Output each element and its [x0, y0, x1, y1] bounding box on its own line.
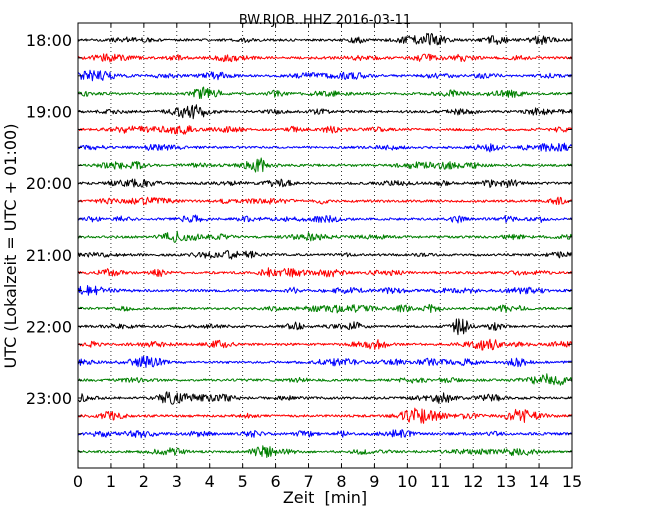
y-tick-label: 19:00: [26, 103, 72, 122]
seismic-trace: [77, 196, 572, 206]
seismic-trace: [77, 267, 573, 278]
x-tick-label: 15: [562, 472, 582, 491]
y-tick-label: 22:00: [26, 317, 72, 336]
x-tick-label: 4: [205, 472, 215, 491]
x-tick-label: 1: [106, 472, 116, 491]
x-tick-labels: 0 1 2 3 4 5 6 7 8 9 10 11 12 13 14 15: [73, 472, 582, 491]
seismic-trace: [77, 142, 573, 153]
x-tick-label: 7: [303, 472, 313, 491]
x-tick-label: 14: [529, 472, 549, 491]
y-axis-label: UTC (Lokalzeit = UTC + 01:00): [1, 124, 20, 369]
seismic-trace: [77, 445, 572, 458]
trace-group: [77, 32, 573, 458]
seismic-trace: [77, 338, 573, 351]
seismic-trace: [77, 303, 572, 314]
y-tick-label: 21:00: [26, 246, 72, 265]
x-tick-label: 12: [463, 472, 483, 491]
y-tick-labels: 18:00 19:00 20:00 21:00 22:00 23:00: [26, 31, 72, 408]
plot-frame: [77, 22, 573, 469]
x-tick-label: 11: [430, 472, 450, 491]
seismic-trace: [77, 373, 573, 386]
seismic-trace: [77, 230, 573, 243]
x-tick-label: 10: [397, 472, 417, 491]
seismic-trace: [77, 125, 573, 135]
seismic-trace: [77, 284, 572, 296]
seismic-trace: [77, 69, 573, 82]
x-tick-label: 6: [271, 472, 281, 491]
x-tick-label: 3: [172, 472, 182, 491]
seismic-trace: [77, 157, 573, 173]
x-tick-label: 13: [496, 472, 516, 491]
seismic-trace: [77, 318, 573, 336]
y-tick-label: 23:00: [26, 389, 72, 408]
x-tick-label: 0: [73, 472, 83, 491]
seismic-trace: [77, 86, 572, 100]
x-tick-label: 2: [139, 472, 149, 491]
seismic-trace: [77, 407, 572, 424]
x-tick-label: 8: [336, 472, 346, 491]
seismic-trace: [77, 178, 573, 188]
x-axis-label: Zeit [min]: [283, 488, 367, 507]
ticks: [77, 23, 573, 468]
chart-title: BW.RJOB..HHZ 2016-03-11: [239, 13, 411, 28]
seismic-trace: [77, 355, 572, 368]
seismic-trace: [77, 53, 573, 63]
seismic-trace: [77, 249, 572, 260]
seismic-trace: [77, 214, 573, 224]
x-tick-label: 9: [369, 472, 379, 491]
seismic-trace: [77, 391, 572, 405]
grid-lines: [110, 23, 540, 468]
seismic-trace: [77, 429, 573, 439]
y-tick-label: 18:00: [26, 31, 72, 50]
seismic-trace: [77, 104, 573, 120]
x-tick-label: 5: [238, 472, 248, 491]
y-tick-label: 20:00: [26, 174, 72, 193]
seismic-trace: [77, 32, 572, 46]
